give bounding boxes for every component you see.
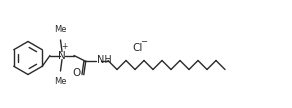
Text: O: O	[72, 68, 81, 79]
Text: NH: NH	[96, 55, 111, 65]
Text: N: N	[58, 51, 66, 60]
Text: −: −	[140, 37, 147, 47]
Text: Me: Me	[54, 25, 67, 33]
Text: Me: Me	[54, 78, 67, 87]
Text: +: +	[62, 42, 68, 51]
Text: Cl: Cl	[132, 43, 142, 53]
